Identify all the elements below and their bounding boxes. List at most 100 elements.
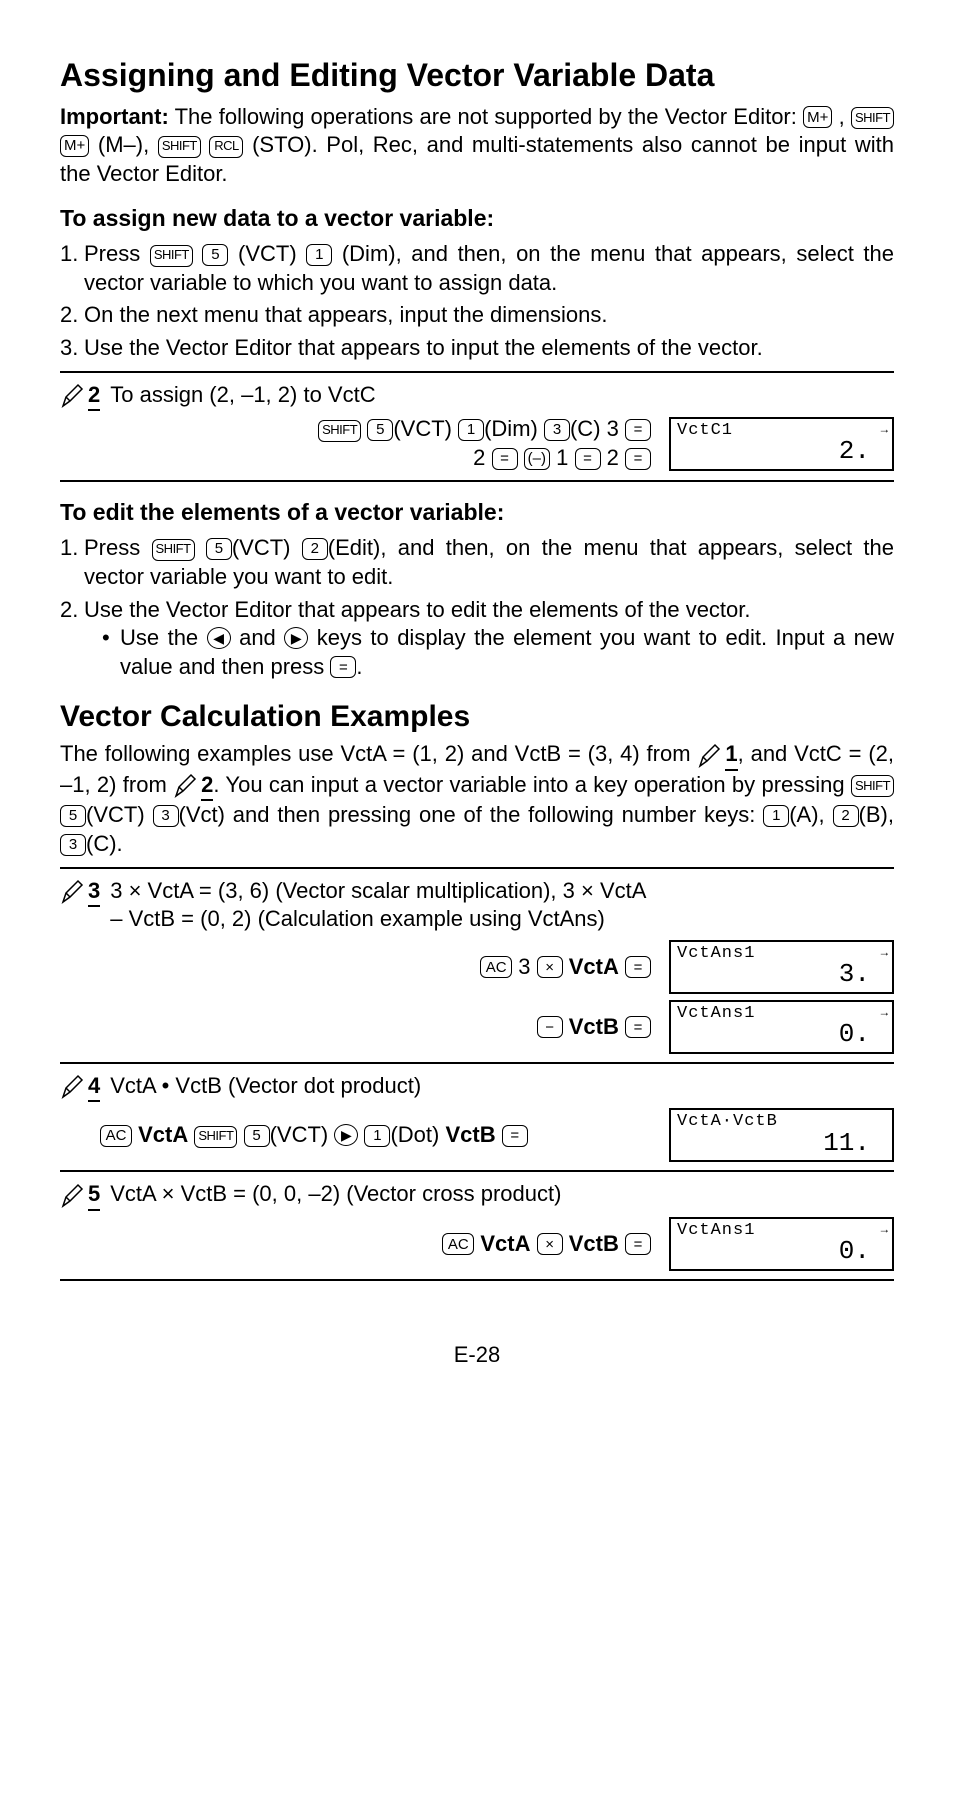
shift-key: SHIFT xyxy=(150,245,193,267)
bullet: • Use the ◀ and ▶ keys to display the el… xyxy=(102,624,894,681)
txt: Use the ◀ and ▶ keys to display the elem… xyxy=(120,624,894,681)
txt: VctA xyxy=(138,1122,188,1147)
txt: (A), xyxy=(789,802,832,827)
bullet-icon: • xyxy=(102,624,120,681)
txt: (VCT) xyxy=(232,535,291,560)
list-item: 2. Use the Vector Editor that appears to… xyxy=(60,596,894,682)
txt: Press xyxy=(84,241,150,266)
assign-heading: To assign new data to a vector variable: xyxy=(60,204,894,234)
list-item: 3. Use the Vector Editor that appears to… xyxy=(60,334,894,363)
pencil-icon: 3 xyxy=(60,877,100,908)
txt: (VCT) xyxy=(393,416,452,441)
txt: (C) 3 xyxy=(570,416,619,441)
txt: (B), xyxy=(859,802,894,827)
edit-heading: To edit the elements of a vector variabl… xyxy=(60,498,894,528)
lcd-arrow-icon: → xyxy=(881,423,888,439)
txt: VctB xyxy=(569,1014,619,1039)
num: 1. xyxy=(60,240,84,297)
txt: (Vct) and then pressing one of the follo… xyxy=(179,802,764,827)
page-title: Assigning and Editing Vector Variable Da… xyxy=(60,55,894,97)
txt: (VCT) xyxy=(86,802,145,827)
lcd-bot: 0. xyxy=(839,1018,870,1052)
lcd-arrow-icon: → xyxy=(881,1006,888,1022)
body: Press SHIFT 5 (VCT) 1 (Dim), and then, o… xyxy=(84,240,894,297)
ex5-title: VctA × VctB = (0, 0, –2) (Vector cross p… xyxy=(110,1180,894,1209)
pencil-icon: 4 xyxy=(60,1072,100,1103)
txt: (Dot) xyxy=(390,1122,439,1147)
shift-key: SHIFT xyxy=(851,775,894,797)
lcd-top: VctAns1 xyxy=(677,1003,755,1025)
txt: 3 xyxy=(512,954,536,979)
exe-key: = xyxy=(502,1125,528,1147)
minus-key: − xyxy=(537,1016,563,1038)
lcd-arrow-icon: → xyxy=(881,946,888,962)
exe-key: = xyxy=(330,656,356,678)
lcd-bot: 0. xyxy=(839,1235,870,1269)
shift-key: SHIFT xyxy=(851,107,894,129)
two-key: 2 xyxy=(302,538,328,560)
five-key: 5 xyxy=(367,419,393,441)
mplus-key: M+ xyxy=(803,106,832,128)
exe-key: = xyxy=(625,1016,651,1038)
ac-key: AC xyxy=(480,956,512,978)
keys: AC VctA × VctB = xyxy=(60,1230,651,1259)
txt: The following examples use VctA = (1, 2)… xyxy=(60,741,697,766)
pencil-ref-1: 1 xyxy=(697,740,737,771)
rcl-key: RCL xyxy=(209,136,243,158)
exe-key: = xyxy=(625,956,651,978)
txt: 2 xyxy=(607,445,619,470)
ex3-title-a: 3 × VctA = (3, 6) (Vector scalar multipl… xyxy=(110,877,894,906)
txt: (C). xyxy=(86,831,123,856)
five-key: 5 xyxy=(206,538,232,560)
lcd-display: VctAns1 0. → xyxy=(669,1217,894,1271)
txt: Use the xyxy=(120,625,207,650)
right-arrow-key: ▶ xyxy=(334,1124,358,1146)
exe-key: = xyxy=(492,448,518,470)
lcd-top: VctA·VctB xyxy=(677,1111,778,1133)
example-3: 3 3 × VctA = (3, 6) (Vector scalar multi… xyxy=(60,877,894,934)
mplus-key: M+ xyxy=(60,135,89,157)
example-5: 5 VctA × VctB = (0, 0, –2) (Vector cross… xyxy=(60,1180,894,1211)
divider xyxy=(60,867,894,869)
list-item: 1. Press SHIFT 5 (VCT) 1 (Dim), and then… xyxy=(60,240,894,297)
important-label: Important: xyxy=(60,104,169,129)
txt: VctB xyxy=(445,1122,495,1147)
txt: and xyxy=(239,625,284,650)
txt: VctA xyxy=(569,954,619,979)
one-key: 1 xyxy=(364,1125,390,1147)
shift-key: SHIFT xyxy=(194,1126,237,1148)
three-key: 3 xyxy=(153,805,179,827)
five-key: 5 xyxy=(60,805,86,827)
body: Use the Vector Editor that appears to in… xyxy=(84,334,894,363)
num: 1. xyxy=(60,534,84,591)
calc-intro: The following examples use VctA = (1, 2)… xyxy=(60,740,894,858)
exe-key: = xyxy=(625,1233,651,1255)
body: On the next menu that appears, input the… xyxy=(84,301,894,330)
ex4-row: AC VctA SHIFT 5(VCT) ▶ 1(Dot) VctB = Vct… xyxy=(60,1108,894,1162)
lcd-top: VctC1 xyxy=(677,420,733,442)
divider xyxy=(60,371,894,373)
lcd-top: VctAns1 xyxy=(677,1220,755,1242)
five-key: 5 xyxy=(202,244,228,266)
body: Use the Vector Editor that appears to ed… xyxy=(84,596,894,682)
ex2-title: To assign (2, –1, 2) to VctC xyxy=(110,381,894,410)
one-key: 1 xyxy=(306,244,332,266)
section-heading: Vector Calculation Examples xyxy=(60,697,894,736)
pencil-icon: 2 xyxy=(60,381,100,412)
num: 2. xyxy=(60,596,84,682)
assign-steps: 1. Press SHIFT 5 (VCT) 1 (Dim), and then… xyxy=(60,240,894,362)
five-key: 5 xyxy=(244,1125,270,1147)
txt: Press xyxy=(84,535,152,560)
two-key: 2 xyxy=(833,805,859,827)
txt: 1 xyxy=(556,445,568,470)
example-2: 2 To assign (2, –1, 2) to VctC SHIFT 5(V… xyxy=(60,381,894,473)
ac-key: AC xyxy=(100,1125,132,1147)
txt: The following operations are not support… xyxy=(169,104,803,129)
page-footer: E-28 xyxy=(60,1341,894,1370)
txt: VctB xyxy=(569,1231,619,1256)
keys: AC VctA SHIFT 5(VCT) ▶ 1(Dot) VctB = xyxy=(60,1121,651,1150)
one-key: 1 xyxy=(458,419,484,441)
three-key: 3 xyxy=(60,834,86,856)
shift-key: SHIFT xyxy=(152,539,195,561)
num: 3. xyxy=(60,334,84,363)
